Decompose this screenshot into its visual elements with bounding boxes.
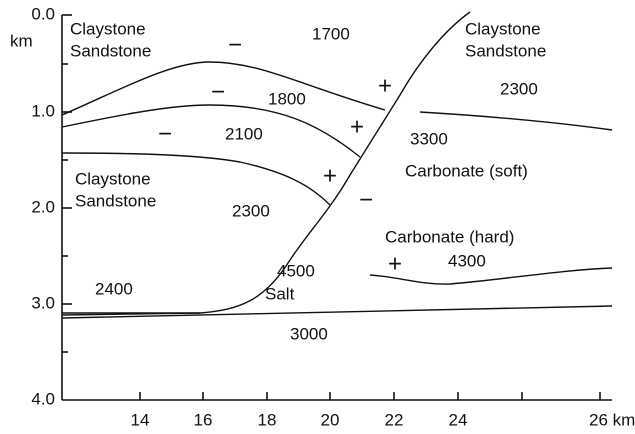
region-label: Claystone xyxy=(465,19,541,38)
y-tick-label: 4.0 xyxy=(31,389,55,408)
region-label: Carbonate (soft) xyxy=(405,161,528,180)
y-tick-label: 1.0 xyxy=(31,101,55,120)
region-label: Claystone xyxy=(75,169,151,188)
x-tick-label: 18 xyxy=(258,410,277,429)
sign: + xyxy=(323,162,337,189)
sign: − xyxy=(359,186,373,213)
region-label: 2400 xyxy=(95,279,133,298)
region-label: Sandstone xyxy=(75,191,156,210)
region-label: Carbonate (hard) xyxy=(385,227,514,246)
region-label: 2300 xyxy=(232,201,270,220)
region-label: 1700 xyxy=(312,24,350,43)
y-tick-label: 2.0 xyxy=(31,197,55,216)
y-tick-label: 0.0 xyxy=(31,4,55,23)
region-label: 2300 xyxy=(500,79,538,98)
sign: − xyxy=(228,31,242,58)
region-label: 1800 xyxy=(268,89,306,108)
x-tick-label: 24 xyxy=(449,410,468,429)
region-label: Claystone xyxy=(70,19,146,38)
horizons xyxy=(61,11,613,319)
y-unit: km xyxy=(10,31,33,50)
y-tick-label: 3.0 xyxy=(31,293,55,312)
frame xyxy=(61,14,612,401)
region-label: Sandstone xyxy=(70,41,151,60)
sign: − xyxy=(158,120,172,147)
x-tick-label: 20 xyxy=(321,410,340,429)
axis-labels: 0.0 1.0 2.0 3.0 4.0 km 14 16 18 20 22 24… xyxy=(10,4,635,429)
x-tick-label: 16 xyxy=(194,410,213,429)
sign: + xyxy=(388,250,402,277)
sign: + xyxy=(350,113,364,140)
region-label: Sandstone xyxy=(465,41,546,60)
region-label: 4500 xyxy=(277,261,315,280)
region-label: 3000 xyxy=(290,324,328,343)
x-tick-label: 22 xyxy=(385,410,404,429)
x-tick-label: 14 xyxy=(131,410,150,429)
region-label: 4300 xyxy=(448,251,486,270)
x-tick-label: 26 km xyxy=(589,410,635,429)
region-label: 2100 xyxy=(225,124,263,143)
sign: − xyxy=(211,78,225,105)
sign: + xyxy=(378,72,392,99)
region-label: 3300 xyxy=(410,129,448,148)
region-label: Salt xyxy=(265,284,295,303)
